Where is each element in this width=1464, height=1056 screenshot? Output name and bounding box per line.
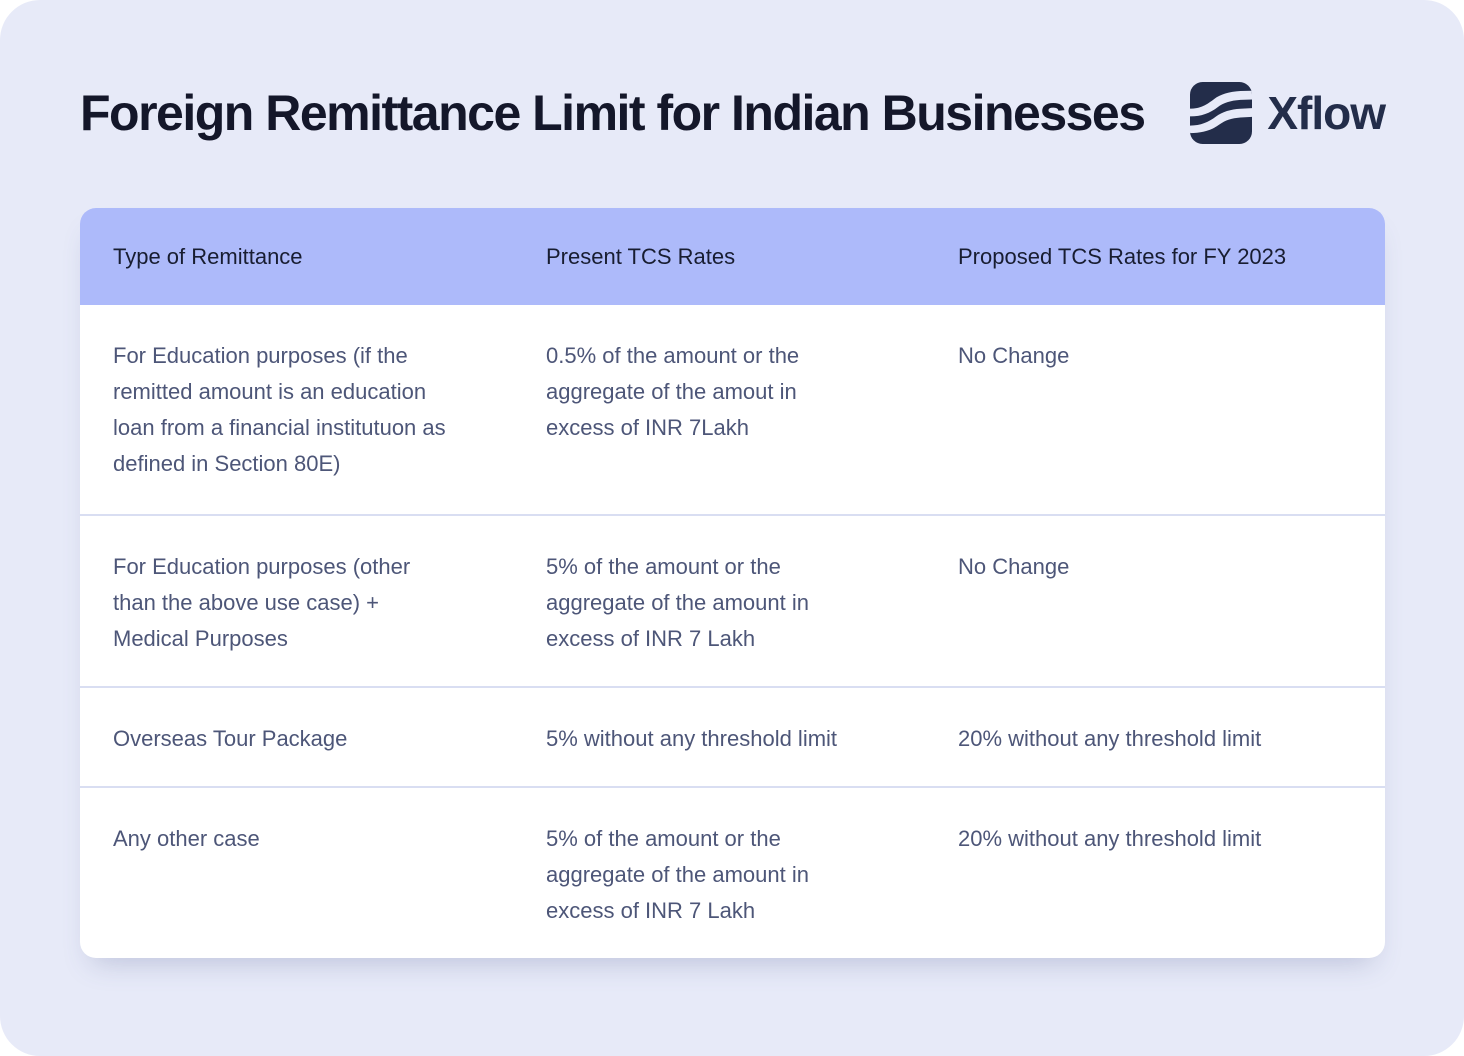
cell-type: For Education purposes (if the remitted … [113, 343, 446, 476]
cell-proposed-rate: No Change [958, 343, 1070, 368]
brand-logo: Xflow [1190, 82, 1386, 144]
table-row: Overseas Tour Package 5% without any thr… [80, 686, 1385, 786]
cell-type: Any other case [113, 826, 260, 851]
table-row: For Education purposes (other than the a… [80, 514, 1385, 686]
column-header-type: Type of Remittance [113, 243, 303, 269]
cell-type: For Education purposes (other than the a… [113, 554, 411, 651]
column-header-proposed-rates: Proposed TCS Rates for FY 2023 [958, 243, 1287, 269]
top-bar: Foreign Remittance Limit for Indian Busi… [80, 0, 1386, 144]
xflow-logo-icon [1190, 82, 1253, 144]
cell-present-rate: 5% of the amount or the aggregate of the… [546, 554, 809, 651]
page-content: Foreign Remittance Limit for Indian Busi… [80, 0, 1386, 958]
page-title: Foreign Remittance Limit for Indian Busi… [80, 84, 1146, 141]
cell-present-rate: 5% of the amount or the aggregate of the… [546, 826, 809, 923]
column-header-present-rates: Present TCS Rates [546, 243, 736, 269]
cell-present-rate: 5% without any threshold limit [546, 726, 838, 751]
brand-name: Xflow [1267, 87, 1386, 139]
cell-proposed-rate: 20% without any threshold limit [958, 726, 1262, 751]
remittance-table: Type of Remittance Present TCS Rates Pro… [80, 208, 1385, 958]
table-row: For Education purposes (if the remitted … [80, 305, 1385, 514]
table-row: Any other case 5% of the amount or the a… [80, 786, 1385, 958]
cell-proposed-rate: No Change [958, 554, 1070, 579]
cell-present-rate: 0.5% of the amount or the aggregate of t… [546, 343, 800, 440]
table-header-row: Type of Remittance Present TCS Rates Pro… [80, 208, 1385, 305]
cell-type: Overseas Tour Package [113, 726, 348, 751]
cell-proposed-rate: 20% without any threshold limit [958, 826, 1262, 851]
